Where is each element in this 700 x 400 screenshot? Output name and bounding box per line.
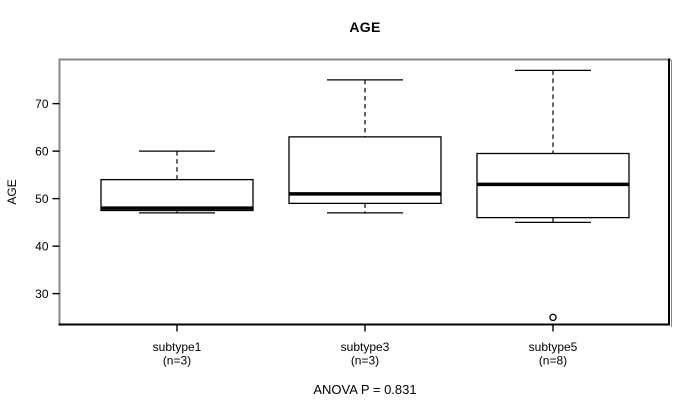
y-tick-label: 60 — [35, 144, 49, 158]
chart-title: AGE — [349, 19, 381, 35]
iqr-box — [100, 178, 254, 212]
y-tick-label: 50 — [35, 192, 49, 206]
anova-annotation: ANOVA P = 0.831 — [313, 382, 417, 397]
y-tick-label: 70 — [35, 97, 49, 111]
outlier-point — [549, 313, 557, 322]
group-label: subtype1 — [153, 340, 202, 354]
group-sublabel: (n=3) — [163, 354, 191, 368]
group-label: subtype3 — [341, 340, 390, 354]
group-sublabel: (n=3) — [351, 354, 379, 368]
group-label: subtype5 — [529, 340, 578, 354]
group-sublabel: (n=8) — [539, 354, 567, 368]
y-tick-label: 40 — [35, 239, 49, 253]
y-tick-label: 30 — [35, 287, 49, 301]
